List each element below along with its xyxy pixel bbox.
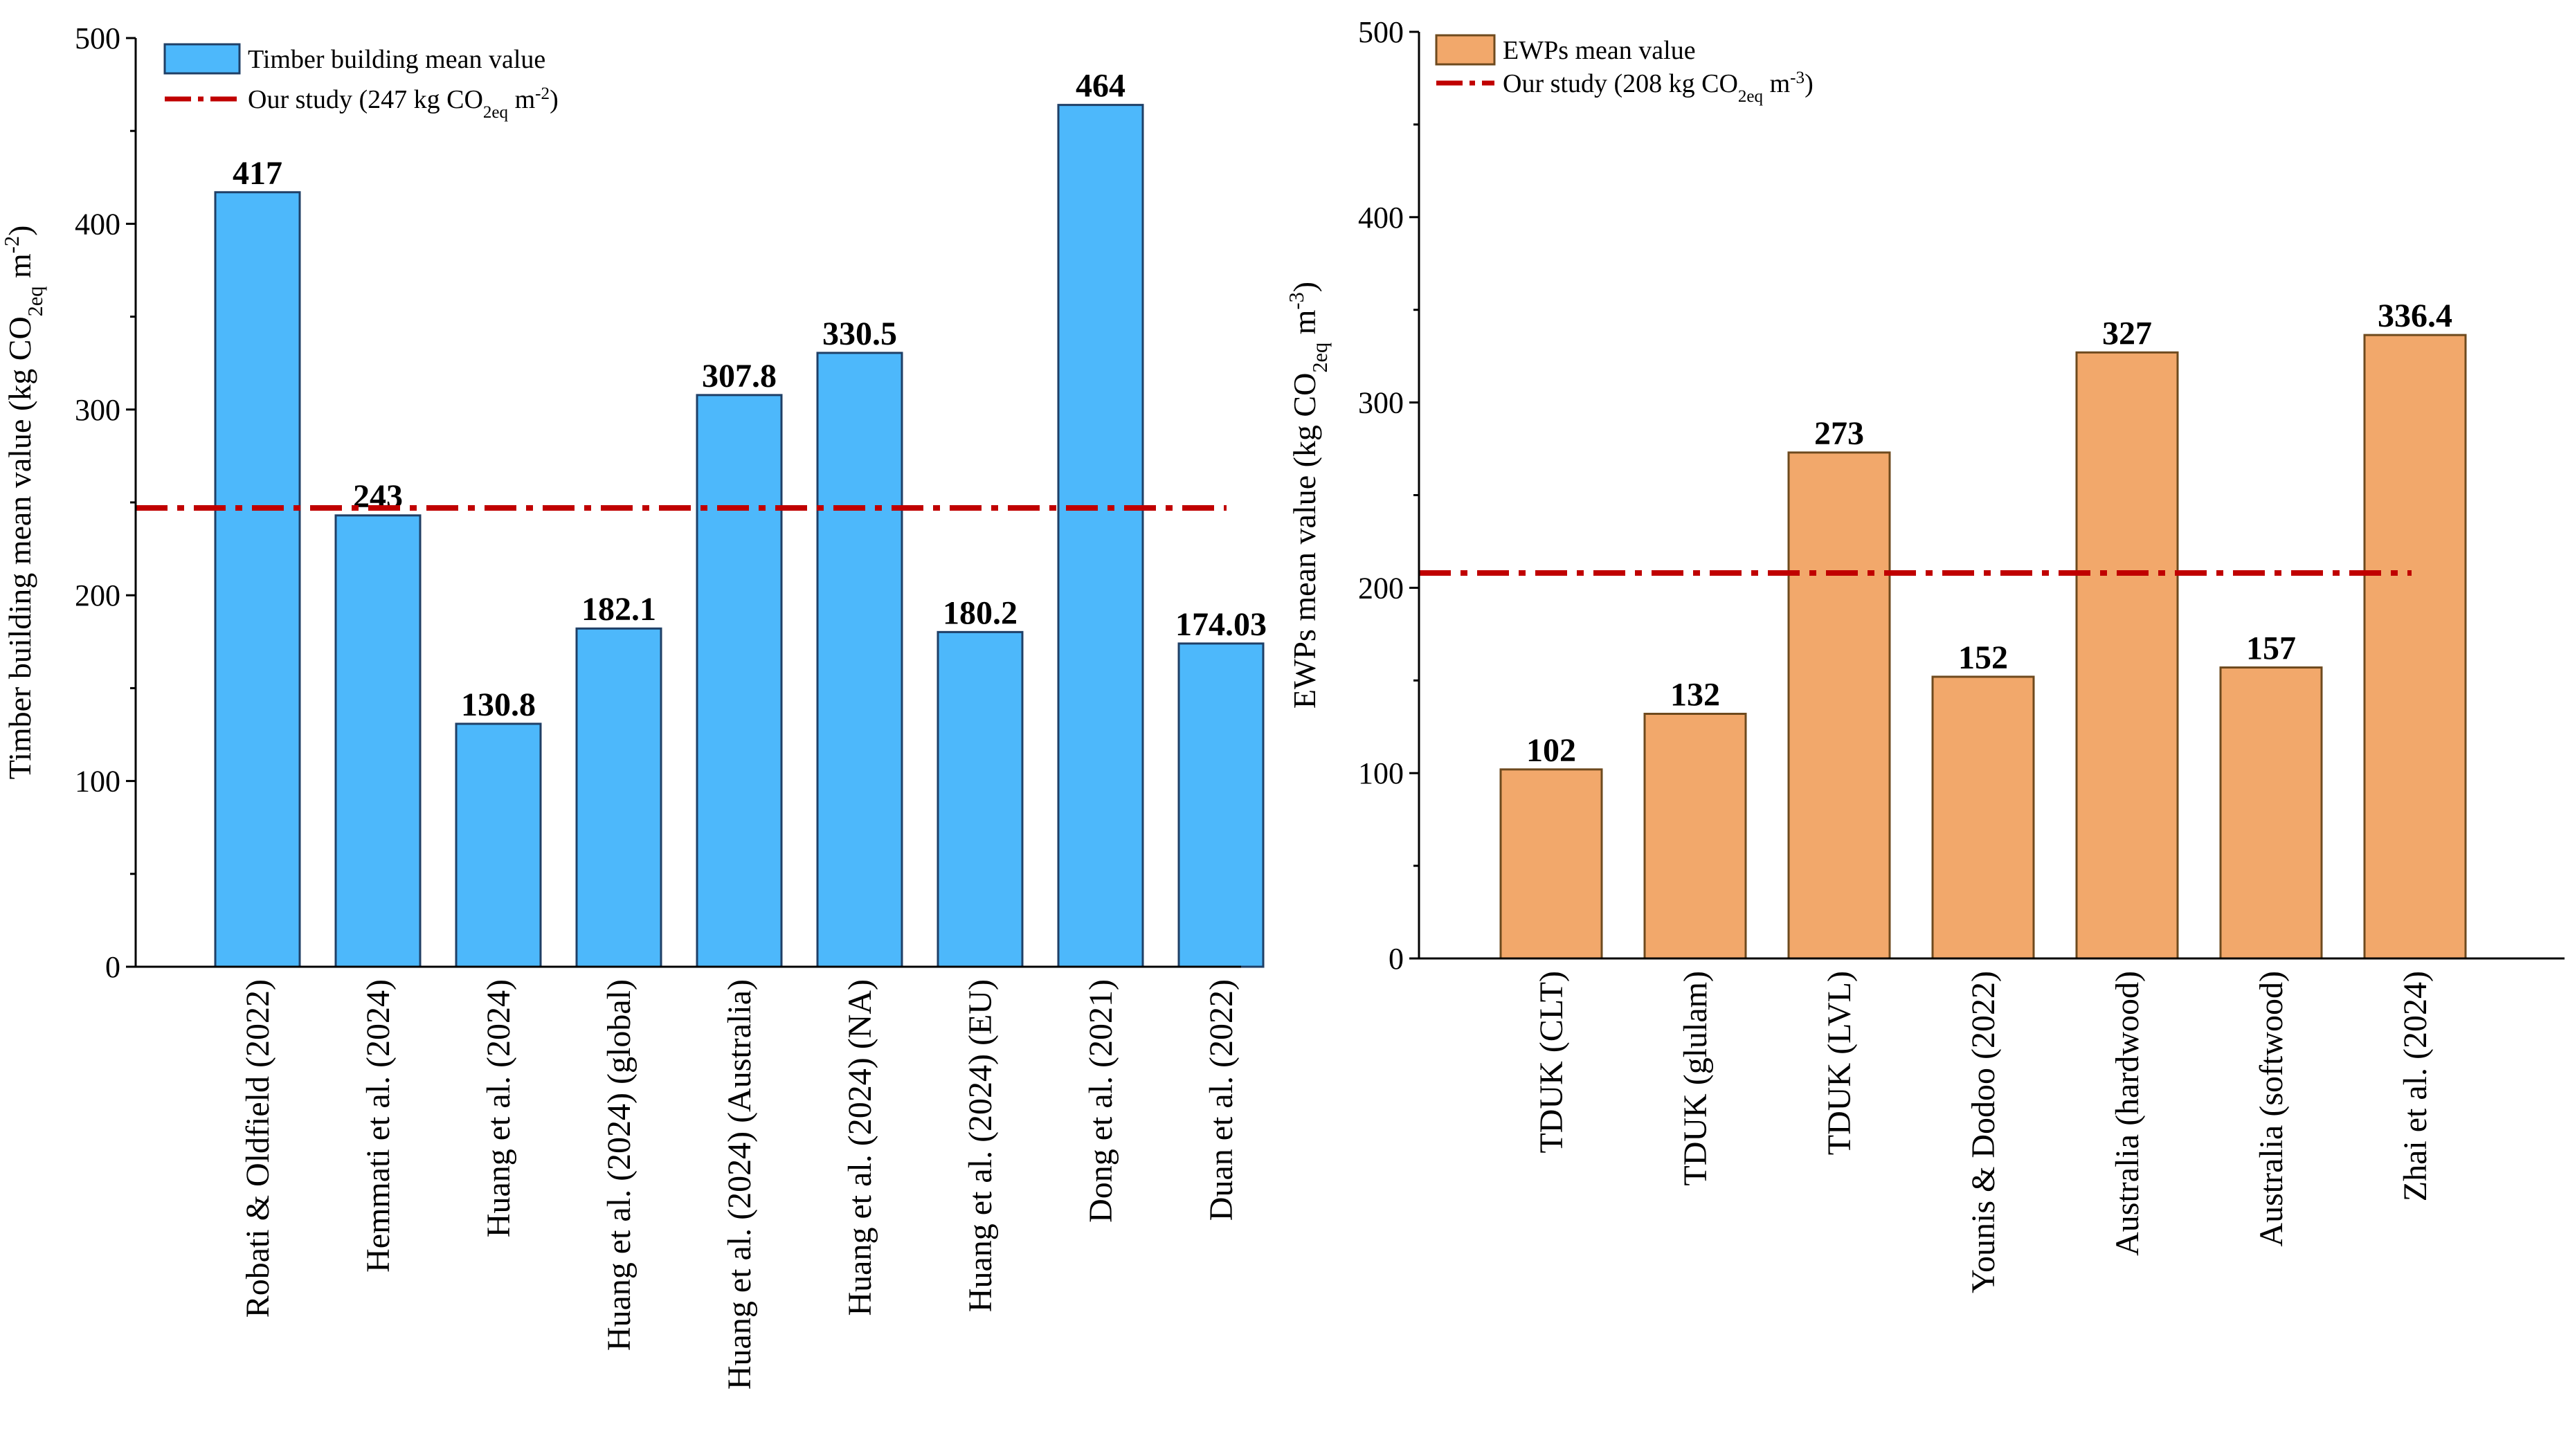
legend-line-label: Our study (247 kg CO2eq m-2) bbox=[248, 84, 559, 122]
bar-value-label: 336.4 bbox=[2378, 298, 2452, 334]
category-label: Huang et al. (2024) bbox=[480, 979, 517, 1237]
y-tick-label: 200 bbox=[1358, 571, 1404, 605]
y-axis-label: EWPs mean value (kg CO2eq m-3) bbox=[1285, 282, 1332, 709]
legend-bar-swatch bbox=[163, 43, 241, 75]
category-label: Huang et al. (2024) (EU) bbox=[962, 979, 999, 1312]
bar bbox=[1643, 713, 1747, 960]
category-label: Zhai et al. (2024) bbox=[2397, 971, 2434, 1201]
bar-value-label: 464 bbox=[1076, 68, 1125, 104]
bar-value-label: 152 bbox=[1958, 639, 2008, 676]
y-tick-label: 200 bbox=[75, 579, 120, 612]
bar-value-label: 307.8 bbox=[702, 358, 777, 394]
y-tick-label: 0 bbox=[1389, 942, 1404, 976]
bar bbox=[2363, 334, 2467, 960]
bar-value-label: 132 bbox=[1670, 677, 1720, 713]
y-tick-label: 100 bbox=[1358, 756, 1404, 790]
category-label: Huang et al. (2024) (global) bbox=[601, 979, 638, 1351]
bar bbox=[2075, 351, 2179, 960]
bar-value-label: 182.1 bbox=[581, 591, 656, 628]
category-label: Australia (softwood) bbox=[2253, 971, 2290, 1247]
chart-panel-2: 102 TDUK (CLT) 132 TDUK (glulam) 273 TDUK (LV… bbox=[1285, 15, 2565, 1293]
bar bbox=[1787, 451, 1891, 960]
y-tick-label: 300 bbox=[1358, 386, 1404, 420]
bar-value-label: 273 bbox=[1814, 415, 1864, 452]
bar bbox=[334, 514, 422, 968]
y-tick-label: 100 bbox=[75, 765, 120, 799]
y-axis-label: Timber building mean value (kg CO2eq m-2… bbox=[0, 226, 47, 780]
legend-line-label: Our study (208 kg CO2eq m-3) bbox=[1503, 69, 1814, 106]
category-label: Australia (hardwood) bbox=[2109, 971, 2146, 1256]
bar bbox=[214, 191, 301, 968]
category-label: TDUK (CLT) bbox=[1533, 971, 1570, 1154]
bar-value-label: 130.8 bbox=[461, 686, 536, 723]
bar-value-label: 102 bbox=[1526, 732, 1576, 769]
bar bbox=[1499, 768, 1603, 960]
y-tick-label: 400 bbox=[1358, 201, 1404, 235]
category-label: Hemmati et al. (2024) bbox=[360, 979, 397, 1273]
bar-value-label: 330.5 bbox=[822, 316, 897, 352]
y-tick-label: 300 bbox=[75, 393, 120, 427]
category-label: Huang et al. (2024) (NA) bbox=[842, 979, 878, 1316]
category-label: TDUK (glulam) bbox=[1677, 971, 1714, 1186]
bar-value-label: 157 bbox=[2246, 630, 2296, 667]
category-label: Younis & Dodoo (2022) bbox=[1965, 971, 2002, 1293]
bar-value-label: 417 bbox=[233, 155, 282, 192]
legend: EWPs mean value Our study (208 kg CO2eq m… bbox=[1435, 34, 1814, 106]
category-label: Robati & Oldfield (2022) bbox=[239, 979, 276, 1318]
category-label: Huang et al. (2024) (Australia) bbox=[721, 979, 758, 1390]
bar bbox=[937, 630, 1024, 968]
bar bbox=[696, 394, 783, 968]
bar bbox=[1057, 104, 1144, 968]
bar bbox=[816, 352, 903, 968]
bar-value-label: 327 bbox=[2102, 315, 2152, 352]
category-label: Dong et al. (2021) bbox=[1083, 979, 1119, 1223]
y-tick-label: 500 bbox=[1358, 15, 1404, 49]
y-tick-label: 400 bbox=[75, 207, 120, 241]
y-tick-label: 500 bbox=[75, 21, 120, 55]
bar bbox=[455, 722, 542, 968]
bar bbox=[1177, 642, 1265, 968]
bar-value-label: 174.03 bbox=[1175, 606, 1267, 643]
category-label: Duan et al. (2022) bbox=[1203, 979, 1240, 1221]
bar bbox=[2219, 666, 2323, 960]
bar bbox=[1931, 675, 2035, 960]
legend-bar-label: Timber building mean value bbox=[248, 45, 545, 74]
bar-value-label: 180.2 bbox=[943, 594, 1018, 631]
bar bbox=[575, 627, 662, 968]
legend-bar-swatch bbox=[1435, 34, 1496, 66]
category-label: TDUK (LVL) bbox=[1821, 971, 1858, 1155]
legend-bar-label: EWPs mean value bbox=[1503, 36, 1696, 65]
legend: Timber building mean value Our study (247… bbox=[163, 43, 559, 122]
y-tick-label: 0 bbox=[105, 950, 120, 984]
